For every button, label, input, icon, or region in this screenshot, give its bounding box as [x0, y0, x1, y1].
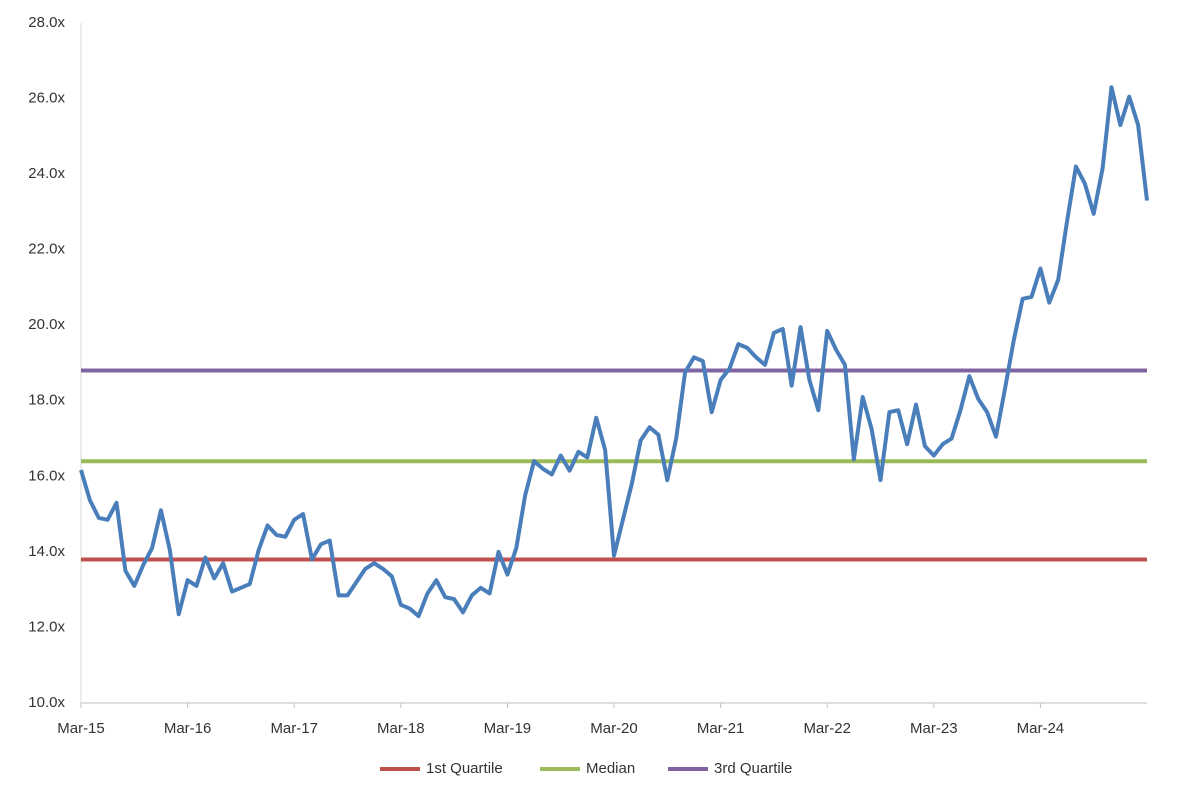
- x-tick-label: Mar-23: [910, 720, 958, 737]
- y-tick-label: 10.0x: [28, 694, 65, 711]
- legend-label: Median: [586, 760, 635, 777]
- x-tick-label: Mar-24: [1017, 720, 1065, 737]
- y-tick-label: 24.0x: [28, 165, 65, 182]
- x-tick-label: Mar-20: [590, 720, 638, 737]
- x-tick-label: Mar-19: [484, 720, 532, 737]
- x-tick-label: Mar-16: [164, 720, 212, 737]
- x-tick-label: Mar-15: [57, 720, 105, 737]
- y-tick-label: 16.0x: [28, 467, 65, 484]
- x-tick-label: Mar-22: [803, 720, 851, 737]
- x-tick-label: Mar-21: [697, 720, 745, 737]
- y-tick-label: 20.0x: [28, 316, 65, 333]
- y-tick-label: 22.0x: [28, 241, 65, 258]
- legend-label: 1st Quartile: [426, 760, 503, 777]
- legend-label: 3rd Quartile: [714, 760, 792, 777]
- y-tick-label: 18.0x: [28, 392, 65, 409]
- y-tick-label: 26.0x: [28, 90, 65, 107]
- y-tick-label: 28.0x: [28, 14, 65, 31]
- x-tick-label: Mar-17: [270, 720, 318, 737]
- y-tick-label: 12.0x: [28, 618, 65, 635]
- y-tick-label: 14.0x: [28, 543, 65, 560]
- x-tick-label: Mar-18: [377, 720, 425, 737]
- data-line: [79, 85, 1149, 619]
